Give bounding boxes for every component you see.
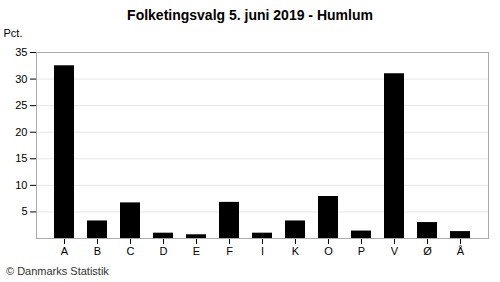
svg-text:10: 10 <box>15 179 27 191</box>
html-text:© Danmarks Statistik: © Danmarks Statistik <box>6 265 109 277</box>
svg-text:D: D <box>160 245 168 257</box>
html-text:Folketingsvalg 5. juni 2019 -: Folketingsvalg 5. juni 2019 - Humlum <box>127 7 373 23</box>
svg-text:K: K <box>292 245 300 257</box>
svg-text:E: E <box>193 245 200 257</box>
svg-text:Å: Å <box>457 245 465 257</box>
svg-text:25: 25 <box>15 99 27 111</box>
svg-text:P: P <box>358 245 365 257</box>
svg-text:20: 20 <box>15 126 27 138</box>
svg-text:V: V <box>391 245 399 257</box>
svg-text:C: C <box>127 245 135 257</box>
svg-text:Pct.: Pct. <box>4 27 23 39</box>
svg-text:5: 5 <box>21 205 27 217</box>
svg-text:I: I <box>261 245 264 257</box>
svg-text:15: 15 <box>15 152 27 164</box>
svg-text:F: F <box>226 245 233 257</box>
svg-text:30: 30 <box>15 73 27 85</box>
svg-text:B: B <box>94 245 101 257</box>
svg-text:A: A <box>61 245 69 257</box>
svg-text:35: 35 <box>15 46 27 58</box>
svg-text:Ø: Ø <box>423 245 432 257</box>
svg-text:O: O <box>324 245 333 257</box>
